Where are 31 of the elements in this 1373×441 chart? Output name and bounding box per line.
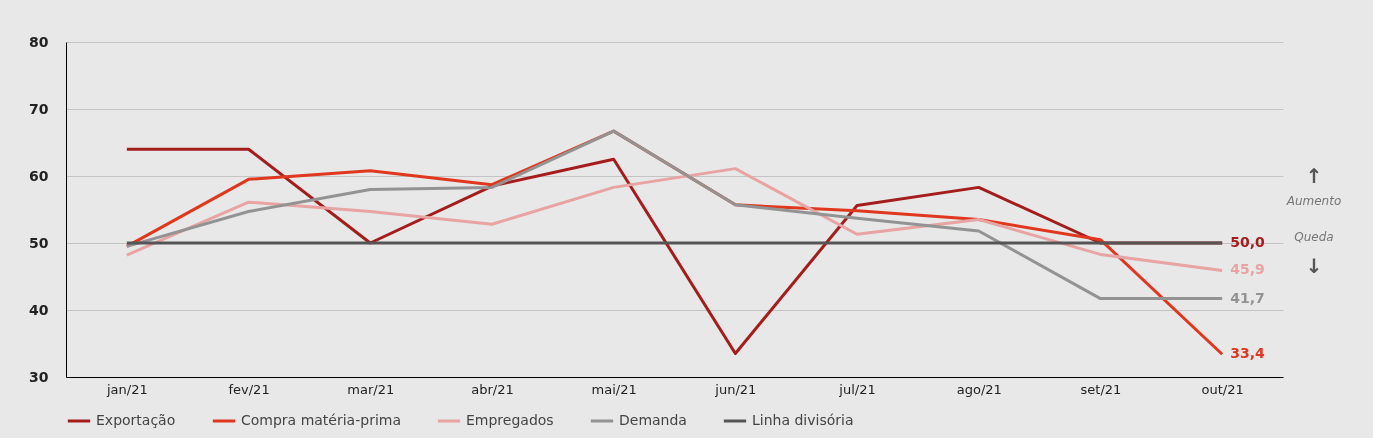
x-tick-label: mai/21 xyxy=(591,381,637,397)
legend-label: Demanda xyxy=(619,412,687,428)
x-tick-label: jul/21 xyxy=(838,381,876,397)
x-tick-label: abr/21 xyxy=(471,381,514,397)
x-tick-label: fev/21 xyxy=(228,381,270,397)
y-tick-label: 60 xyxy=(29,167,49,184)
text: ↑ xyxy=(1305,164,1323,188)
line-series xyxy=(125,167,1224,272)
x-tick-label: ago/21 xyxy=(956,381,1002,397)
y-tick-label: 50 xyxy=(29,234,49,251)
legend-label: Linha divisória xyxy=(752,412,854,428)
x-tick-label: out/21 xyxy=(1201,381,1244,397)
legend-label: Compra matéria-prima xyxy=(241,412,401,428)
y-tick-label: 70 xyxy=(29,100,49,117)
text: Aumento xyxy=(1285,194,1342,208)
y-tick-label: 30 xyxy=(29,368,49,385)
data-label: 33,4 xyxy=(1230,345,1265,362)
y-tick-label: 40 xyxy=(29,301,49,318)
x-tick-label: set/21 xyxy=(1080,381,1122,397)
x-tick-label: jan/21 xyxy=(105,381,148,397)
text: ↓ xyxy=(1305,254,1323,278)
legend-label: Exportação xyxy=(96,412,176,428)
data-label: 45,9 xyxy=(1230,261,1265,278)
text: Queda xyxy=(1294,230,1334,244)
x-tick-label: jun/21 xyxy=(714,381,757,397)
legend-label: Empregados xyxy=(466,412,554,428)
x-tick-label: mar/21 xyxy=(347,381,395,397)
data-label: 41,7 xyxy=(1230,289,1265,306)
data-label: 50,0 xyxy=(1230,234,1265,250)
y-tick-label: 80 xyxy=(29,33,49,50)
line-series xyxy=(125,129,1224,301)
